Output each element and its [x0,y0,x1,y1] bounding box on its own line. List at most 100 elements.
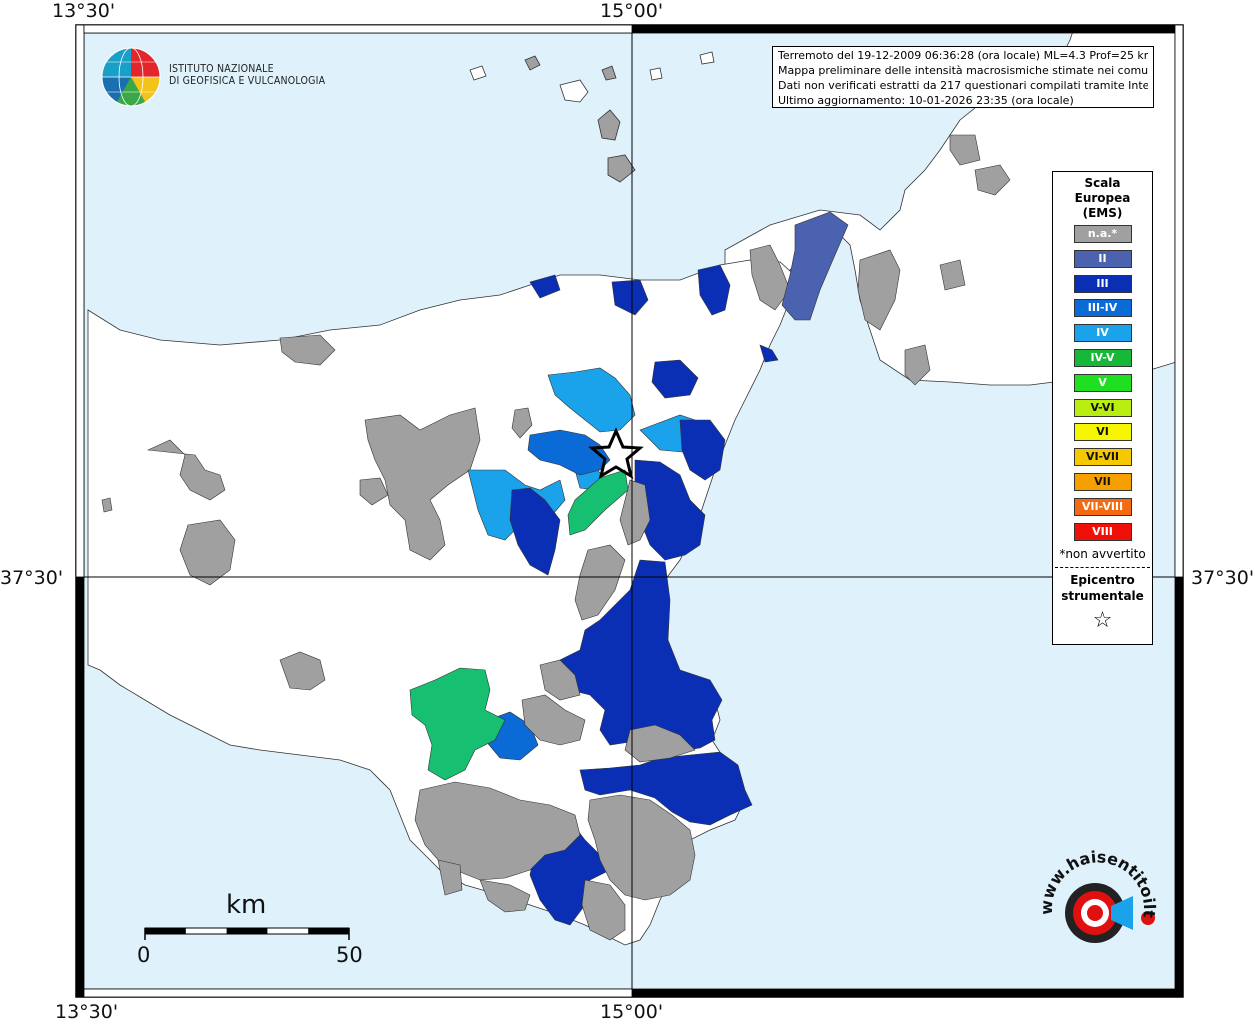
legend-star-icon: ☆ [1092,608,1113,634]
scale-start: 0 [137,943,151,967]
legend-item: VII [1073,472,1132,491]
island [559,79,589,103]
island [469,65,487,81]
area-iii [697,264,731,316]
island [597,109,621,141]
island [607,154,636,183]
area-na [364,407,481,561]
area-iii [509,487,561,576]
area-na [574,544,626,621]
event-info-box: Terremoto del 19-12-2009 06:36:28 (ora l… [772,46,1154,108]
frame-bar [76,577,84,997]
area-iii [679,419,726,481]
legend-item: III-IV [1073,299,1132,318]
legend-item: V [1073,373,1132,392]
coord-bottom-left: 13°30' [55,1001,119,1023]
legend-epicenter-line2: strumentale [1061,589,1144,604]
event-info-line4: Ultimo aggiornamento: 10-01-2026 23:35 (… [778,94,1074,107]
area-na [587,794,696,901]
area-na [619,479,651,546]
legend-note: *non avvertito [1059,547,1146,562]
legend-title-line2: Europea [1074,191,1131,205]
area-na [974,164,1011,196]
island [649,67,663,81]
legend-title-line3: (EMS) [1082,206,1123,220]
island [699,51,715,65]
legend-item: n.a.* [1073,225,1132,243]
legend-item: VIII [1073,522,1132,541]
frame-bar [632,989,1175,997]
coord-top-center: 15°00' [600,0,664,22]
area-na [581,879,626,941]
area-na [539,659,581,701]
scale-unit: km [226,890,267,920]
island [601,65,617,81]
ingv-line2: DI GEOFISICA E VULCANOLOGIA [169,75,326,87]
frame-bar [632,25,1175,33]
area-ii [781,211,849,321]
legend-item: IV [1073,324,1132,343]
legend-item: VI-VII [1073,448,1132,467]
coord-bottom-center: 15°00' [600,1001,664,1023]
coord-top-left: 13°30' [52,0,116,22]
legend-epicenter: Epicentro strumentale [1053,572,1152,604]
target-megaphone-icon: www.haisentitoilterremoto.it [1025,833,1159,943]
area-iii [759,344,779,363]
area-na [624,724,696,763]
legend-item: V-VI [1073,398,1132,417]
area-na [521,694,586,746]
scale-end: 50 [336,943,363,967]
area-ivv [567,469,629,536]
legend-item: II [1073,249,1132,268]
legend-item: VI [1073,423,1132,442]
area-na [511,407,533,439]
frame-bar [83,988,633,998]
legend-epicenter-line1: Epicentro [1070,573,1135,588]
event-info-line2: Mappa preliminare delle intensità macros… [778,64,1148,77]
area-iii [554,559,723,753]
legend-item: VII-VIII [1073,497,1132,516]
legend-title-line1: Scala [1084,176,1121,190]
island [524,55,541,71]
area-iii [611,279,649,316]
frame-bar [1174,24,1184,578]
area-na [857,249,901,331]
legend-separator [1055,567,1150,569]
area-na [437,859,463,896]
area-na [146,439,226,501]
ingv-logo-text: ISTITUTO NAZIONALE DI GEOFISICA E VULCAN… [169,63,325,87]
area-na [359,477,389,506]
ingv-logo-icon [101,47,161,107]
coord-left-mid: 37°30' [0,567,64,589]
scale-bar [144,927,350,940]
legend-item: IV-V [1073,348,1132,367]
area-ivv [409,667,506,781]
area-na [939,259,966,291]
frame-bar [1175,577,1183,997]
legend-title: Scala Europea (EMS) [1053,176,1152,221]
legend-items: n.a.* II III III-IV IV IV-V V V-VI VI VI-VII VII VI… [1053,225,1152,541]
legend-item: III [1073,274,1132,293]
area-na [904,344,931,386]
epicenter-star-icon [588,427,644,480]
coord-right-mid: 37°30' [1191,567,1255,589]
area-na [101,497,113,513]
frame-bar [75,24,85,578]
area-iii [651,359,699,399]
area-iii [529,274,561,299]
ingv-line1: ISTITUTO NAZIONALE [169,63,274,75]
area-na [479,879,531,913]
watermark-logo: www.haisentitoilterremoto.it [1025,833,1163,978]
event-info-line3: Dati non verificati estratti da 217 ques… [778,79,1148,92]
area-na [279,334,336,366]
area-na [949,134,981,166]
area-iv [547,367,636,433]
area-na [749,244,791,311]
event-info-line1: Terremoto del 19-12-2009 06:36:28 (ora l… [778,49,1148,62]
frame-bar [83,24,633,34]
area-iiiiv [527,429,611,476]
area-na [279,651,326,691]
intensity-legend: Scala Europea (EMS) n.a.* II III III-IV IV IV… [1052,171,1153,645]
area-na [414,781,581,881]
